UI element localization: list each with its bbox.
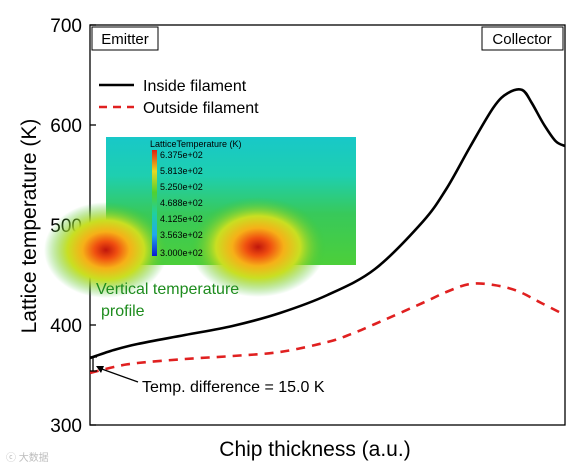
y-tick-label: 300 [50, 416, 82, 437]
legend: Inside filament Outside filament [99, 78, 259, 117]
green-annotation-line2: profile [101, 303, 145, 320]
y-tick-label: 700 [50, 16, 82, 37]
x-axis-label: Chip thickness (a.u.) [219, 438, 410, 461]
inset-temperature-map: LatticeTemperature (K) 6.375e+02 5.813e+… [44, 137, 356, 298]
inset-colorbar-label: 3.000e+02 [160, 248, 203, 258]
difference-annotation: Temp. difference = 15.0 K [142, 379, 325, 396]
emitter-label: Emitter [101, 31, 149, 48]
green-annotation-line1: Vertical temperature [96, 281, 239, 298]
legend-label-inside: Inside filament [143, 78, 247, 95]
inset-colorbar-label: 3.563e+02 [160, 230, 203, 240]
inset-colorbar-label: 4.688e+02 [160, 198, 203, 208]
emitter-box [91, 26, 159, 51]
inset-title: LatticeTemperature (K) [150, 139, 242, 149]
collector-label: Collector [492, 31, 551, 48]
inset-colorbar-label: 5.813e+02 [160, 166, 203, 176]
series-line-inside-filament [90, 88, 565, 360]
series-line-outside-filament [90, 282, 565, 375]
difference-arrow-head [96, 366, 104, 373]
inset-colorbar-label: 4.125e+02 [160, 214, 203, 224]
difference-arrow [98, 367, 139, 383]
collector-box [481, 26, 564, 51]
inset-colorbar [152, 150, 157, 256]
legend-label-outside: Outside filament [143, 100, 259, 117]
inset-colorbar-label: 5.250e+02 [160, 182, 203, 192]
y-tick-label: 600 [50, 116, 82, 137]
y-tick-label: 400 [50, 316, 82, 337]
y-axis-label: Lattice temperature (K) [18, 119, 41, 334]
inset-colorbar-label: 6.375e+02 [160, 150, 203, 160]
watermark: ⓒ 大数据 [6, 451, 49, 464]
